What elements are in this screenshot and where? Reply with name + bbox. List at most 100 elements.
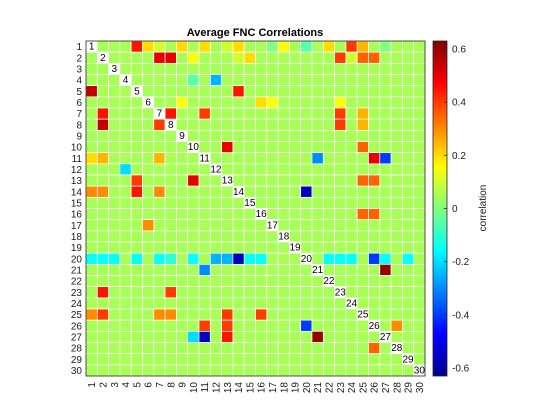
y-tick-label: 11 <box>72 154 83 165</box>
heatmap-cell <box>130 219 143 232</box>
heatmap-cell <box>108 185 121 198</box>
heatmap-cell <box>209 330 222 343</box>
heatmap-cell <box>119 163 132 176</box>
heatmap-cell <box>176 219 189 232</box>
heatmap-cell <box>255 62 268 75</box>
heatmap-cell <box>255 85 268 98</box>
heatmap-cell <box>153 230 166 243</box>
heatmap-cell <box>334 74 347 87</box>
y-tick-label: 7 <box>76 109 82 120</box>
heatmap-cell <box>368 74 381 87</box>
heatmap-cell <box>232 263 245 276</box>
heatmap-cell <box>198 185 211 198</box>
heatmap-cell <box>277 364 290 377</box>
heatmap-cell <box>334 230 347 243</box>
heatmap-cell <box>311 319 324 332</box>
plot-frame <box>85 40 426 377</box>
heatmap-cell <box>243 342 256 355</box>
heatmap-cell <box>142 51 155 64</box>
heatmap-cell <box>300 185 313 198</box>
heatmap-cell <box>108 275 121 288</box>
heatmap-cell <box>164 174 177 187</box>
heatmap-cell <box>164 107 177 120</box>
heatmap-cell <box>96 185 109 198</box>
x-tick-label: 2 <box>98 382 109 388</box>
heatmap-cell <box>311 174 324 187</box>
heatmap-cell <box>255 96 268 109</box>
heatmap-cell <box>187 152 200 165</box>
heatmap-cell <box>289 364 302 377</box>
heatmap-cell <box>198 51 211 64</box>
heatmap-cell <box>198 330 211 343</box>
heatmap-cell <box>187 51 200 64</box>
heatmap-cell <box>390 185 403 198</box>
heatmap-cell <box>277 141 290 154</box>
heatmap-cell <box>311 129 324 142</box>
heatmap-cell <box>119 40 132 53</box>
heatmap-cell <box>322 62 335 75</box>
heatmap-cell <box>153 297 166 310</box>
heatmap-cell <box>164 230 177 243</box>
heatmap-cell <box>198 308 211 321</box>
y-tick-label: 16 <box>71 210 83 221</box>
heatmap-cell <box>85 96 98 109</box>
diagonal-label: 10 <box>188 142 200 153</box>
heatmap-cell <box>379 364 392 377</box>
heatmap-cell <box>153 241 166 254</box>
heatmap-cell <box>243 163 256 176</box>
y-tick-label: 29 <box>71 355 83 366</box>
heatmap-cell <box>108 241 121 254</box>
heatmap-cell <box>322 51 335 64</box>
heatmap-cell <box>108 85 121 98</box>
heatmap-cell <box>368 252 381 265</box>
heatmap-cell <box>322 308 335 321</box>
heatmap-cell <box>243 174 256 187</box>
diagonal-label: 29 <box>402 354 414 365</box>
heatmap-cell <box>221 286 234 299</box>
heatmap-cell <box>243 85 256 98</box>
heatmap-cell <box>96 308 109 321</box>
heatmap-cell <box>176 74 189 87</box>
heatmap-cell <box>266 208 279 221</box>
heatmap-cell <box>209 118 222 131</box>
heatmap-cell <box>164 353 177 366</box>
heatmap-cell <box>85 118 98 131</box>
heatmap-cell <box>221 275 234 288</box>
heatmap-cell <box>142 163 155 176</box>
heatmap-cell <box>345 252 358 265</box>
heatmap-cell <box>356 129 369 142</box>
heatmap-cell <box>356 241 369 254</box>
y-tick-label: 24 <box>71 299 83 310</box>
heatmap-cell <box>300 118 313 131</box>
x-tick-label: 29 <box>404 382 415 394</box>
heatmap-cell <box>153 118 166 131</box>
heatmap-cell <box>153 62 166 75</box>
heatmap-cell <box>96 107 109 120</box>
heatmap-cell <box>334 129 347 142</box>
heatmap-cell <box>356 40 369 53</box>
heatmap-cell <box>232 252 245 265</box>
heatmap-cell <box>334 152 347 165</box>
heatmap-cell <box>85 152 98 165</box>
heatmap-cell <box>96 353 109 366</box>
colorbar-tick-label: 0.2 <box>452 151 466 162</box>
heatmap-cell <box>96 40 109 53</box>
x-tick-label: 18 <box>279 382 290 394</box>
heatmap-cell <box>198 319 211 332</box>
heatmap-cell <box>209 174 222 187</box>
heatmap-cell <box>379 342 392 355</box>
heatmap-cell <box>198 252 211 265</box>
diagonal-label: 16 <box>256 209 268 220</box>
heatmap-cell <box>176 275 189 288</box>
heatmap-cell <box>322 107 335 120</box>
heatmap-cell <box>85 330 98 343</box>
heatmap-cell <box>153 85 166 98</box>
heatmap-cell <box>153 40 166 53</box>
heatmap-cell <box>277 85 290 98</box>
heatmap-cell <box>187 96 200 109</box>
heatmap-cell <box>277 330 290 343</box>
heatmap-cell <box>266 141 279 154</box>
heatmap-cell <box>368 40 381 53</box>
heatmap-cell <box>85 51 98 64</box>
colorbar-tick-label: 0 <box>452 204 458 215</box>
